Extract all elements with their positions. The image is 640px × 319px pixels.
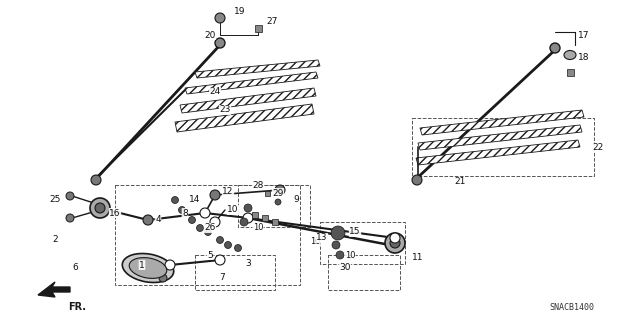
Circle shape — [95, 203, 105, 213]
Polygon shape — [38, 282, 70, 297]
Circle shape — [66, 214, 74, 222]
Ellipse shape — [129, 258, 167, 278]
Circle shape — [234, 244, 241, 251]
Text: 30: 30 — [339, 263, 351, 272]
Text: 16: 16 — [109, 209, 121, 218]
Circle shape — [196, 225, 204, 232]
Bar — [195, 255, 275, 290]
Bar — [264, 190, 269, 196]
Bar — [252, 212, 258, 218]
Ellipse shape — [564, 50, 576, 60]
Text: 10: 10 — [345, 250, 355, 259]
Bar — [328, 255, 400, 290]
Polygon shape — [175, 104, 314, 132]
Text: 8: 8 — [182, 209, 188, 218]
Bar — [272, 219, 278, 225]
Bar — [320, 222, 405, 264]
Circle shape — [331, 226, 345, 240]
Polygon shape — [180, 88, 316, 113]
Circle shape — [385, 233, 405, 253]
Text: 28: 28 — [252, 181, 264, 189]
Ellipse shape — [122, 254, 173, 283]
Bar — [412, 118, 594, 176]
Text: 4: 4 — [155, 216, 161, 225]
Circle shape — [334, 229, 342, 237]
Circle shape — [390, 233, 400, 243]
Text: 26: 26 — [204, 224, 216, 233]
Circle shape — [66, 192, 74, 200]
Circle shape — [189, 217, 195, 224]
Text: FR.: FR. — [68, 302, 86, 312]
Polygon shape — [185, 72, 318, 94]
Circle shape — [143, 215, 153, 225]
Circle shape — [200, 208, 210, 218]
Circle shape — [216, 236, 223, 243]
Text: 17: 17 — [579, 31, 589, 40]
Text: 27: 27 — [266, 18, 278, 26]
Text: SNACB1400: SNACB1400 — [550, 302, 595, 311]
Text: 12: 12 — [222, 188, 234, 197]
Text: 22: 22 — [593, 144, 604, 152]
Circle shape — [215, 255, 225, 265]
Circle shape — [412, 175, 422, 185]
Bar — [238, 185, 310, 227]
Text: 3: 3 — [245, 258, 251, 268]
Text: 13: 13 — [316, 234, 328, 242]
Text: 7: 7 — [219, 273, 225, 283]
Circle shape — [275, 199, 281, 205]
Circle shape — [210, 190, 220, 200]
Circle shape — [332, 241, 340, 249]
Text: 1: 1 — [139, 261, 145, 270]
Circle shape — [90, 198, 110, 218]
Text: 25: 25 — [49, 196, 61, 204]
Circle shape — [336, 251, 344, 259]
Circle shape — [159, 274, 167, 282]
Circle shape — [240, 218, 248, 226]
Circle shape — [243, 213, 253, 223]
Text: 6: 6 — [72, 263, 78, 272]
Circle shape — [275, 185, 285, 195]
Text: 10: 10 — [227, 205, 239, 214]
Bar — [566, 69, 573, 76]
Text: 2: 2 — [52, 235, 58, 244]
Polygon shape — [416, 140, 580, 165]
Bar — [115, 185, 300, 285]
Text: 14: 14 — [189, 196, 201, 204]
Text: 11: 11 — [412, 254, 424, 263]
Polygon shape — [420, 110, 584, 135]
Circle shape — [205, 228, 211, 235]
Circle shape — [215, 38, 225, 48]
Circle shape — [165, 260, 175, 270]
Bar — [255, 25, 262, 32]
Circle shape — [172, 197, 179, 204]
Circle shape — [225, 241, 232, 249]
Text: 24: 24 — [209, 87, 221, 97]
Circle shape — [550, 43, 560, 53]
Text: 5: 5 — [207, 250, 213, 259]
Circle shape — [91, 175, 101, 185]
Bar — [262, 215, 268, 221]
Text: 10: 10 — [310, 238, 320, 247]
Polygon shape — [195, 60, 320, 78]
Circle shape — [215, 13, 225, 23]
Text: 23: 23 — [220, 106, 230, 115]
Text: 19: 19 — [234, 8, 246, 17]
Text: 9: 9 — [293, 196, 299, 204]
Circle shape — [390, 238, 400, 248]
Polygon shape — [418, 125, 582, 150]
Text: 15: 15 — [349, 227, 361, 236]
Text: 29: 29 — [272, 189, 284, 197]
Text: 21: 21 — [454, 177, 466, 187]
Circle shape — [244, 204, 252, 212]
Text: 10: 10 — [253, 224, 263, 233]
Circle shape — [179, 206, 186, 213]
Text: 20: 20 — [204, 31, 216, 40]
Text: 18: 18 — [579, 54, 589, 63]
Circle shape — [210, 217, 220, 227]
